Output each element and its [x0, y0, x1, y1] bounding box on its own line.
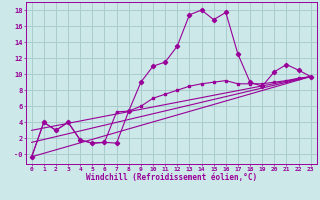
X-axis label: Windchill (Refroidissement éolien,°C): Windchill (Refroidissement éolien,°C)	[86, 173, 257, 182]
